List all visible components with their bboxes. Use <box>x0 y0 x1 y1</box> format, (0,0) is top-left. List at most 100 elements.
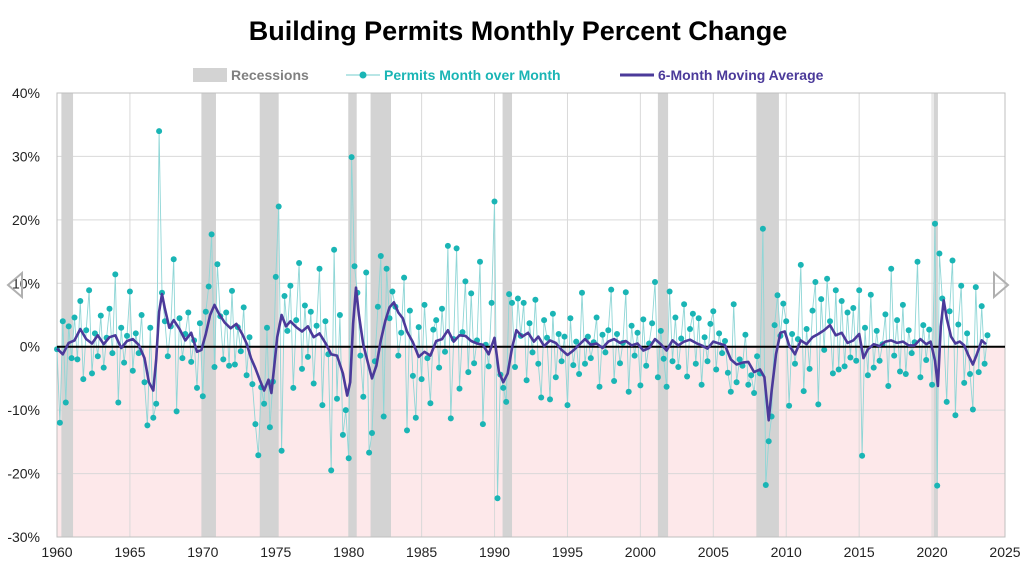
x-tick-label: 1970 <box>187 544 218 560</box>
y-tick-label: 10% <box>12 275 40 291</box>
mom-point <box>789 331 796 337</box>
mom-point <box>485 363 492 370</box>
mom-point <box>100 364 107 371</box>
mom-point <box>439 305 445 312</box>
mom-point <box>185 309 192 316</box>
mom-point <box>506 291 513 298</box>
mom-point <box>249 381 256 388</box>
mom-point <box>663 383 670 390</box>
mom-point <box>864 372 871 379</box>
mom-point <box>713 366 720 373</box>
mom-point <box>74 356 81 363</box>
mom-point <box>220 356 227 363</box>
x-tick-label: 1965 <box>114 544 145 560</box>
mom-point <box>430 326 437 333</box>
mom-point <box>243 372 250 379</box>
mom-point <box>617 360 623 367</box>
mom-point <box>891 352 898 359</box>
mom-point <box>905 327 912 334</box>
mom-point <box>83 327 90 334</box>
legend-ma-label: 6-Month Moving Average <box>658 67 824 83</box>
mom-point <box>91 330 98 337</box>
mom-point <box>806 365 813 372</box>
mom-point <box>599 331 606 338</box>
legend-recessions-label: Recessions <box>231 67 309 83</box>
mom-point <box>929 381 936 388</box>
mom-point <box>526 320 533 327</box>
mom-point <box>360 393 367 400</box>
mom-point <box>815 401 822 408</box>
next-arrow-icon[interactable] <box>993 270 1010 300</box>
mom-point <box>509 299 515 306</box>
plot-area: 1960 1965 1970 1975 1980 1985 1990 1995 2000 2005… <box>7 85 1020 560</box>
mom-point <box>389 288 396 295</box>
x-tick-label: 2000 <box>625 544 656 560</box>
mom-point <box>780 300 787 307</box>
mom-point <box>398 329 405 336</box>
mom-point <box>745 381 752 388</box>
mom-point <box>310 380 317 387</box>
mom-point <box>824 275 831 282</box>
mom-point <box>631 352 638 359</box>
mom-point <box>821 346 828 353</box>
mom-point <box>377 253 384 259</box>
mom-point <box>640 316 647 323</box>
mom-point <box>561 333 568 340</box>
mom-point <box>229 287 235 294</box>
chart-title: Building Permits Monthly Percent Change <box>249 16 788 46</box>
mom-point <box>89 370 95 377</box>
mom-point <box>301 302 308 309</box>
mom-point <box>342 407 349 414</box>
mom-point <box>427 400 434 407</box>
mom-point <box>622 289 629 296</box>
mom-series-line <box>56 131 988 499</box>
mom-point <box>211 364 218 370</box>
mom-point <box>231 361 238 368</box>
mom-point <box>176 315 183 322</box>
mom-point <box>316 265 323 272</box>
mom-point <box>654 374 661 381</box>
mom-point <box>421 301 428 308</box>
y-tick-label: -10% <box>7 402 40 418</box>
mom-point <box>80 376 87 383</box>
previous-arrow-icon[interactable] <box>6 270 23 300</box>
mom-point <box>442 348 448 355</box>
mom-point <box>418 376 425 383</box>
mom-point <box>862 324 868 331</box>
mom-point <box>336 312 343 318</box>
mom-point <box>240 304 247 311</box>
mom-point <box>952 412 959 419</box>
mom-point <box>853 357 860 364</box>
mom-point <box>287 282 294 289</box>
mom-point <box>246 334 253 341</box>
mom-point <box>386 315 393 322</box>
mom-point <box>404 427 410 434</box>
mom-point <box>512 364 518 370</box>
mom-point <box>281 293 288 299</box>
recession-bar <box>657 93 669 537</box>
mom-point <box>672 314 679 321</box>
mom-point <box>471 360 478 367</box>
mom-point <box>888 265 895 272</box>
mom-point <box>77 298 84 304</box>
mom-point <box>897 368 903 375</box>
mom-point <box>727 388 734 395</box>
mom-point <box>380 413 387 420</box>
mom-point <box>491 198 498 205</box>
mom-point <box>841 363 848 370</box>
mom-point <box>214 261 221 268</box>
mom-point <box>730 301 737 308</box>
mom-point <box>278 447 285 454</box>
mom-point <box>882 311 889 318</box>
mom-point <box>669 358 676 365</box>
mom-point <box>173 408 180 415</box>
mom-point <box>322 318 329 325</box>
mom-point <box>643 362 650 369</box>
mom-point <box>829 370 836 377</box>
mom-point <box>876 357 883 364</box>
mom-point <box>141 379 148 386</box>
mom-point <box>943 398 950 405</box>
mom-point <box>856 287 863 294</box>
x-tick-label: 1960 <box>41 544 72 560</box>
